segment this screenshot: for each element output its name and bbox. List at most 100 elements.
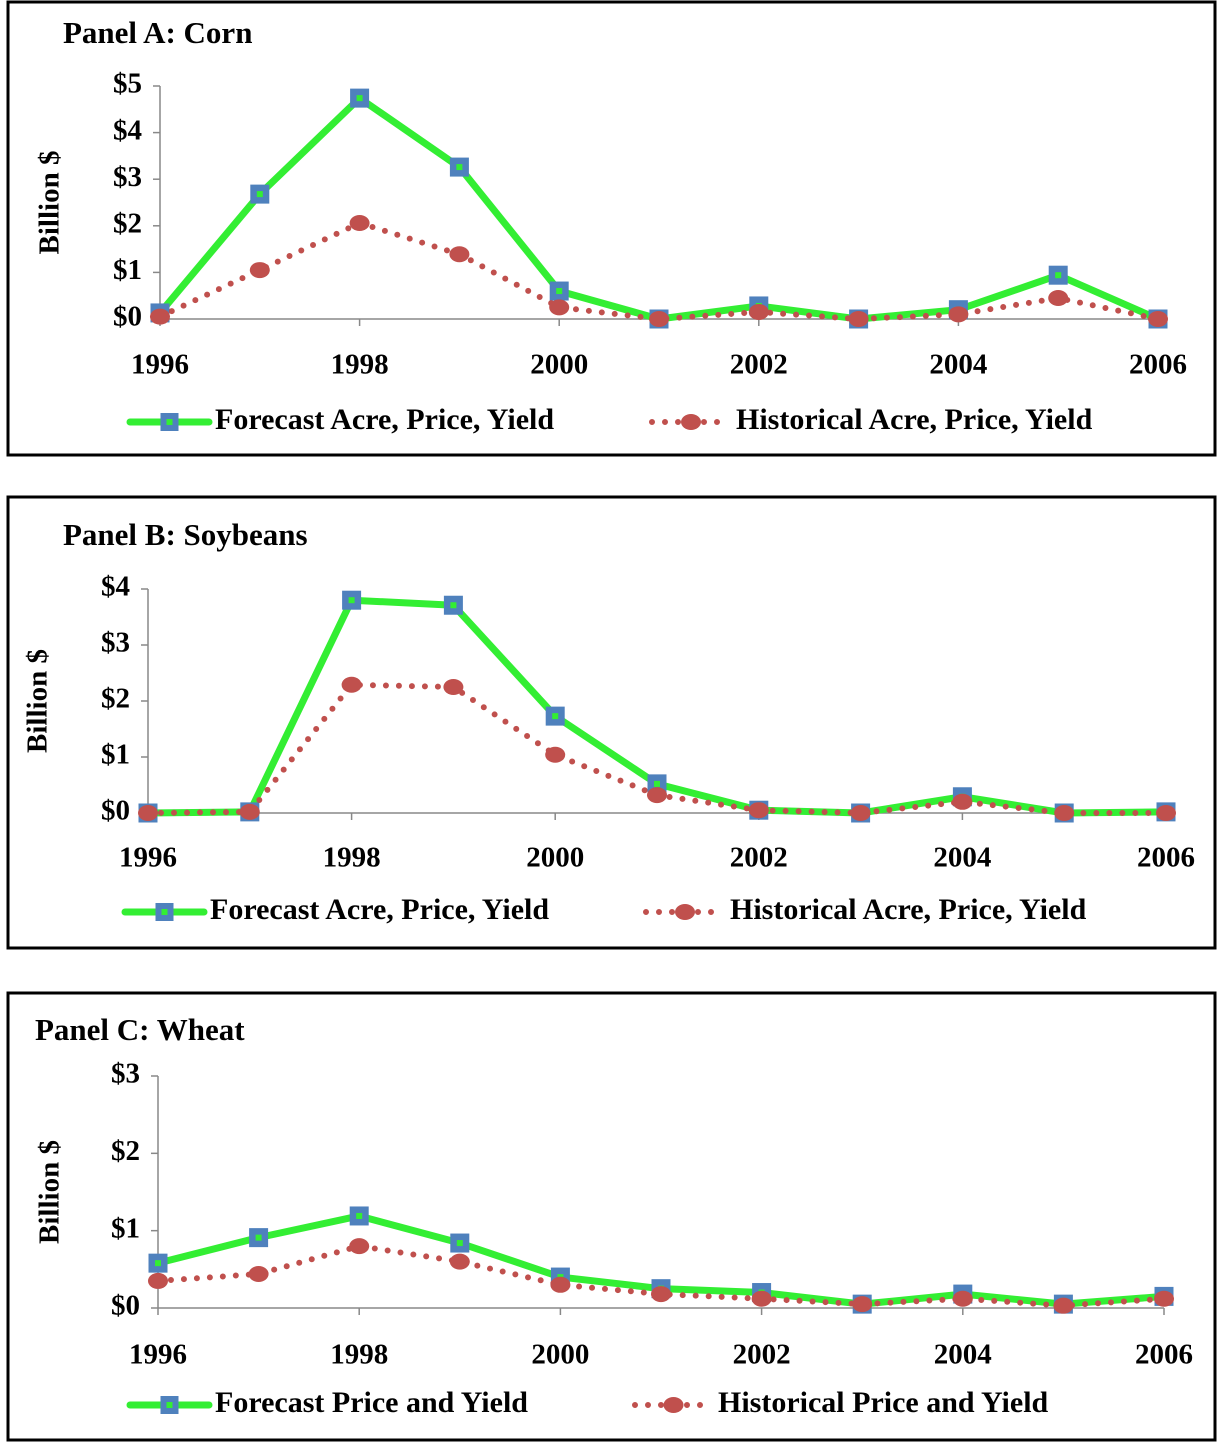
legend-marker-center (161, 909, 168, 915)
y-tick-label: $3 (101, 627, 130, 659)
marker (1048, 290, 1069, 307)
marker (248, 1265, 269, 1282)
x-tick-label: 2002 (733, 1339, 791, 1371)
marker (649, 311, 669, 327)
x-tick-label: 2004 (934, 1339, 992, 1371)
marker (748, 304, 769, 321)
panel: Panel A: Corn Billion $ $0 $1 $2 $3 $4 $5 1996 19… (6, 0, 1217, 457)
marker-center (456, 1240, 463, 1247)
x-tick-label: 2000 (531, 1339, 589, 1371)
marker (850, 805, 871, 821)
marker (449, 1253, 470, 1270)
legend-label: Forecast Acre, Price, Yield (215, 403, 554, 436)
chart-title: Panel B: Soybeans (63, 517, 308, 552)
panel: Panel C: Wheat Billion $ $0 $1 $2 $3 1996 1998 2… (6, 991, 1217, 1442)
legend-marker-center (166, 1402, 173, 1408)
chart-title: Panel A: Corn (63, 15, 252, 50)
marker (550, 1276, 571, 1293)
marker-center (556, 288, 563, 295)
marker-center (356, 95, 363, 102)
marker (549, 299, 570, 316)
y-tick-label: $3 (111, 1058, 140, 1090)
marker (647, 787, 667, 804)
marker (651, 1286, 671, 1303)
y-tick-label: $1 (113, 254, 142, 286)
panel: Panel B: Soybeans Billion $ $0 $1 $2 $3 $4 1996… (6, 495, 1217, 950)
y-axis-label: Billion $ (34, 151, 66, 255)
series-line (156, 94, 1162, 323)
legend-marker (675, 904, 695, 920)
y-tick-label: $4 (101, 571, 130, 603)
y-axis-label: Billion $ (22, 649, 54, 753)
marker-center (450, 602, 457, 609)
y-tick-label: $0 (101, 795, 130, 827)
x-tick-label: 1998 (330, 1339, 388, 1371)
x-tick-label: 2006 (1137, 842, 1195, 874)
legend-marker (663, 1397, 684, 1413)
marker-center (155, 1260, 161, 1267)
legend-label: Forecast Price and Yield (215, 1386, 528, 1419)
y-tick-label: $1 (111, 1212, 140, 1244)
legend-label: Forecast Acre, Price, Yield (210, 893, 549, 926)
marker (1148, 311, 1168, 327)
marker (239, 803, 260, 820)
marker (545, 746, 566, 763)
marker-center (456, 164, 463, 171)
legend-marker (681, 414, 701, 430)
marker (449, 246, 470, 263)
marker (349, 215, 370, 232)
panel-border (6, 0, 1217, 457)
legend-marker-center (166, 419, 173, 425)
x-tick-label: 2002 (730, 349, 788, 381)
marker-center (348, 597, 355, 604)
marker (1054, 805, 1075, 821)
x-tick-label: 1998 (331, 349, 389, 381)
x-tick-label: 2004 (929, 349, 987, 381)
marker (751, 1290, 772, 1307)
marker (852, 1296, 873, 1313)
x-tick-label: 2006 (1129, 349, 1187, 381)
y-tick-label: $1 (101, 739, 130, 771)
legend-label: Historical Acre, Price, Yield (736, 403, 1093, 436)
marker-center (1055, 272, 1062, 279)
x-tick-label: 1996 (131, 349, 189, 381)
x-tick-label: 1996 (119, 842, 177, 874)
marker (848, 311, 869, 327)
marker-center (256, 191, 263, 198)
marker-center (255, 1234, 262, 1241)
y-tick-label: $5 (113, 68, 142, 100)
marker (1156, 805, 1176, 821)
marker (952, 793, 973, 810)
series-line (157, 220, 1161, 322)
x-tick-label: 2002 (730, 842, 788, 874)
y-axis-label: Billion $ (34, 1140, 66, 1244)
marker (341, 676, 362, 693)
marker (1154, 1290, 1174, 1307)
x-tick-label: 2000 (526, 842, 584, 874)
x-tick-label: 2000 (530, 349, 588, 381)
marker-center (356, 1212, 363, 1219)
legend-label: Historical Acre, Price, Yield (730, 893, 1087, 926)
marker (748, 802, 769, 819)
y-tick-label: $2 (113, 207, 142, 239)
series-line (155, 1243, 1167, 1309)
y-tick-label: $4 (113, 114, 142, 146)
x-tick-label: 2004 (933, 842, 991, 874)
marker (138, 805, 158, 821)
marker (150, 308, 170, 325)
marker (948, 306, 969, 323)
y-tick-label: $0 (113, 301, 142, 333)
y-tick-label: $2 (111, 1135, 140, 1167)
panel-border (6, 991, 1217, 1442)
marker-center (552, 713, 559, 720)
legend-label: Historical Price and Yield (718, 1386, 1049, 1419)
chart-title: Panel C: Wheat (35, 1012, 245, 1047)
y-tick-label: $3 (113, 161, 142, 193)
marker-center (654, 780, 660, 787)
y-tick-label: $0 (111, 1290, 140, 1322)
panel-border (6, 495, 1217, 950)
x-tick-label: 1998 (323, 842, 381, 874)
marker (249, 262, 270, 279)
marker (148, 1272, 168, 1289)
